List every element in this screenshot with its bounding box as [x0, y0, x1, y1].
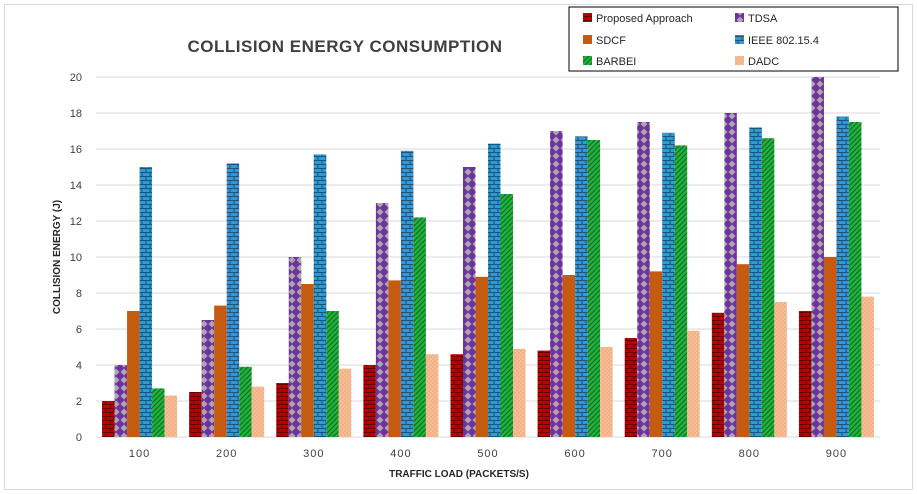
y-tick-label: 14	[70, 180, 82, 192]
bar	[276, 383, 289, 437]
bar	[413, 217, 426, 437]
bar	[624, 338, 638, 437]
x-tick-label: 200	[216, 448, 237, 460]
bar	[239, 366, 252, 437]
x-tick-label: 400	[390, 448, 411, 460]
bar	[201, 320, 215, 437]
bar	[251, 386, 265, 437]
bar	[164, 395, 178, 437]
x-tick-label: 600	[564, 448, 585, 460]
bar	[587, 140, 601, 437]
bar	[152, 388, 165, 437]
x-tick-labels: 100 200 300 400 500 600 700 800 900	[129, 448, 847, 460]
bar	[823, 257, 837, 437]
x-tick-label: 700	[652, 448, 673, 460]
bar	[637, 122, 650, 437]
x-tick-label: 800	[739, 448, 760, 460]
legend-box	[568, 6, 899, 72]
bar	[562, 275, 576, 437]
bar	[425, 354, 439, 437]
legend-swatch	[735, 13, 744, 22]
legend-label: TDSA	[748, 13, 778, 25]
y-tick-label: 2	[76, 396, 82, 408]
bar	[363, 365, 376, 437]
y-tick-label: 20	[70, 72, 82, 84]
bar	[811, 77, 824, 437]
legend-label: Proposed Approach	[596, 13, 693, 25]
bar	[848, 122, 862, 437]
bar	[127, 311, 140, 437]
bar	[749, 127, 762, 438]
chart-title: COLLISION ENERGY CONSUMPTION	[188, 37, 503, 56]
bar	[189, 392, 202, 437]
bar	[488, 143, 501, 437]
bar	[537, 350, 551, 437]
bar	[313, 154, 327, 437]
bar	[301, 284, 314, 437]
bar	[761, 138, 775, 437]
legend-swatch	[583, 13, 592, 22]
bar	[326, 311, 339, 437]
legend-swatch	[735, 35, 744, 44]
bar	[288, 257, 302, 437]
bar	[114, 365, 128, 437]
bar	[139, 167, 153, 437]
y-tick-label: 12	[70, 216, 82, 228]
legend-label: IEEE 802.15.4	[748, 35, 819, 47]
bar	[226, 163, 240, 437]
x-tick-label: 100	[129, 448, 150, 460]
bars	[102, 77, 874, 438]
bar	[500, 194, 513, 437]
bar	[687, 330, 700, 437]
y-tick-label: 16	[70, 144, 82, 156]
y-tick-label: 8	[76, 288, 82, 300]
legend-label: DADC	[748, 56, 779, 68]
bar	[475, 276, 488, 437]
bar	[724, 113, 737, 437]
bar	[550, 131, 563, 437]
y-tick-label: 0	[76, 432, 82, 444]
bar	[513, 348, 526, 437]
y-axis-title: COLLISION ENERGY (J)	[52, 200, 63, 314]
y-tick-label: 6	[76, 324, 82, 336]
bar	[388, 280, 401, 437]
bar	[575, 136, 588, 437]
x-tick-label: 500	[477, 448, 498, 460]
y-tick-label: 18	[70, 108, 82, 120]
bar	[662, 132, 675, 438]
bar	[600, 347, 613, 437]
bar	[674, 145, 688, 437]
bar	[400, 150, 414, 438]
bar	[338, 368, 352, 437]
legend: Proposed Approach TDSA SDCF IEEE 802.15.4 BA…	[568, 6, 899, 72]
bar	[463, 167, 476, 437]
legend-label: SDCF	[596, 35, 626, 47]
bar	[102, 401, 115, 437]
legend-swatch	[583, 35, 592, 44]
y-tick-labels: 0 2 4 6 8 10 12 14 16 18 20	[70, 72, 82, 444]
bar	[649, 271, 663, 437]
legend-swatch	[583, 56, 592, 65]
y-tick-label: 10	[70, 252, 82, 264]
bar	[450, 354, 463, 437]
bar	[836, 116, 849, 437]
legend-swatch	[735, 56, 744, 65]
bar	[375, 203, 389, 437]
bar	[214, 305, 227, 437]
legend-label: BARBEI	[596, 56, 636, 68]
bar	[861, 296, 874, 437]
x-tick-label: 300	[303, 448, 324, 460]
x-axis-title: TRAFFIC LOAD (PACKETS/S)	[389, 469, 529, 480]
bar	[736, 264, 750, 437]
x-tick-label: 900	[826, 448, 847, 460]
bar	[711, 312, 725, 437]
y-tick-label: 4	[76, 360, 82, 372]
bar	[774, 302, 787, 437]
bar	[798, 311, 812, 437]
